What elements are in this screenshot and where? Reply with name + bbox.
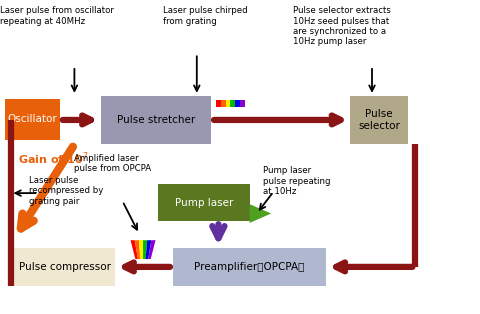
- FancyBboxPatch shape: [14, 248, 115, 286]
- Text: Pump laser
pulse repeating
at 10Hz: Pump laser pulse repeating at 10Hz: [263, 166, 331, 196]
- Bar: [216, 100, 221, 107]
- Text: Pulse stretcher: Pulse stretcher: [117, 115, 195, 125]
- Polygon shape: [148, 240, 156, 259]
- Text: Pulse
selector: Pulse selector: [358, 109, 400, 131]
- Text: Pulse compressor: Pulse compressor: [19, 262, 111, 272]
- Text: Preamplifier（OPCPA）: Preamplifier（OPCPA）: [194, 262, 305, 272]
- Bar: [226, 100, 230, 107]
- FancyBboxPatch shape: [173, 248, 326, 286]
- Polygon shape: [145, 240, 151, 259]
- Text: Gain of 10$^7$: Gain of 10$^7$: [18, 151, 89, 167]
- Bar: [240, 100, 245, 107]
- Polygon shape: [135, 240, 141, 259]
- Text: Laser pulse chirped
from grating: Laser pulse chirped from grating: [163, 6, 248, 26]
- Bar: [221, 100, 226, 107]
- Text: Amplified laser
pulse from OPCPA: Amplified laser pulse from OPCPA: [74, 154, 152, 173]
- FancyBboxPatch shape: [101, 96, 211, 144]
- Text: Oscillator: Oscillator: [8, 114, 57, 124]
- Text: Pump laser: Pump laser: [175, 198, 233, 208]
- FancyBboxPatch shape: [5, 99, 60, 140]
- FancyBboxPatch shape: [158, 184, 250, 221]
- Bar: [235, 100, 240, 107]
- Polygon shape: [143, 240, 147, 259]
- Polygon shape: [250, 204, 271, 223]
- Text: Laser pulse from oscillator
repeating at 40MHz: Laser pulse from oscillator repeating at…: [0, 6, 114, 26]
- Polygon shape: [139, 240, 143, 259]
- Text: Pulse selector extracts
10Hz seed pulses that
are synchronized to a
10Hz pump la: Pulse selector extracts 10Hz seed pulses…: [293, 6, 391, 46]
- Polygon shape: [131, 240, 138, 259]
- Text: Laser pulse
recompressed by
grating pair: Laser pulse recompressed by grating pair: [29, 176, 103, 206]
- Bar: [230, 100, 235, 107]
- FancyBboxPatch shape: [350, 96, 408, 144]
